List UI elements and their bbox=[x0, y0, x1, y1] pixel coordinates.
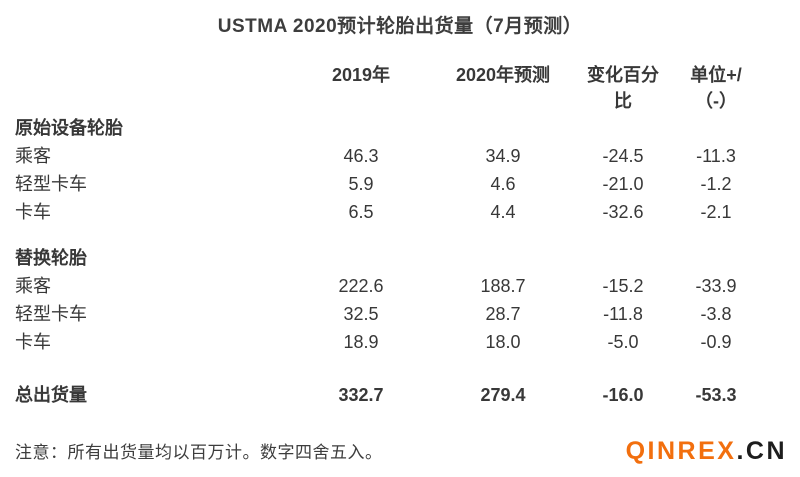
header-empty bbox=[15, 62, 295, 114]
page-title: USTMA 2020预计轮胎出货量（7月预测） bbox=[217, 16, 583, 37]
cell: 188.7 bbox=[480, 276, 526, 296]
row-label: 卡车 bbox=[15, 332, 51, 352]
header-units-change: 单位+/ （-） bbox=[690, 65, 742, 111]
cell: -32.6 bbox=[602, 202, 644, 222]
cell: -24.5 bbox=[602, 146, 644, 166]
table-row: 乘客 46.3 34.9 -24.5 -11.3 bbox=[15, 142, 765, 170]
footnote: 注意：所有出货量均以百万计。数字四舍五入。 bbox=[15, 443, 383, 462]
row-label: 乘客 bbox=[15, 146, 51, 166]
cell: 18.0 bbox=[485, 332, 521, 352]
table-row: 轻型卡车 5.9 4.6 -21.0 -1.2 bbox=[15, 170, 765, 198]
tire-shipments-table: 2019年 2020年预测 变化百分 比 单位+/ （-） 原始设 bbox=[15, 62, 765, 409]
cell: -11.3 bbox=[696, 146, 736, 166]
section-label: 替换轮胎 bbox=[15, 248, 87, 268]
row-label: 乘客 bbox=[15, 276, 51, 296]
spacer-row bbox=[15, 226, 765, 244]
row-label: 轻型卡车 bbox=[15, 304, 87, 324]
cell: 222.6 bbox=[338, 276, 384, 296]
cell: -11.8 bbox=[603, 304, 643, 324]
qinrex-logo: QINREX.CN bbox=[626, 437, 787, 466]
cell: 5.9 bbox=[348, 174, 374, 194]
section-header-replacement: 替换轮胎 bbox=[15, 244, 765, 272]
logo-text-primary: QINREX bbox=[625, 437, 737, 465]
table-row: 卡车 18.9 18.0 -5.0 -0.9 bbox=[15, 328, 765, 356]
total-label: 总出货量 bbox=[15, 385, 87, 405]
cell: 28.7 bbox=[485, 304, 521, 324]
cell: -16.0 bbox=[602, 385, 644, 405]
cell: -1.2 bbox=[700, 174, 732, 194]
cell: 279.4 bbox=[480, 385, 526, 405]
table-row: 乘客 222.6 188.7 -15.2 -33.9 bbox=[15, 272, 765, 300]
header-2019: 2019年 bbox=[331, 65, 391, 85]
cell: 18.9 bbox=[343, 332, 379, 352]
cell: -3.8 bbox=[700, 304, 732, 324]
cell: -53.3 bbox=[695, 385, 737, 405]
total-row: 总出货量 332.7 279.4 -16.0 -53.3 bbox=[15, 381, 765, 409]
cell: -5.0 bbox=[607, 332, 639, 352]
table-row: 轻型卡车 32.5 28.7 -11.8 -3.8 bbox=[15, 300, 765, 328]
logo-text-suffix: .CN bbox=[736, 437, 787, 465]
cell: 332.7 bbox=[338, 385, 384, 405]
section-header-oe: 原始设备轮胎 bbox=[15, 114, 765, 142]
cell: 4.4 bbox=[490, 202, 516, 222]
header-percent-change: 变化百分 比 bbox=[587, 65, 659, 111]
cell: -0.9 bbox=[700, 332, 732, 352]
table-row: 卡车 6.5 4.4 -32.6 -2.1 bbox=[15, 198, 765, 226]
cell: -33.9 bbox=[695, 276, 737, 296]
cell: 6.5 bbox=[348, 202, 374, 222]
cell: 46.3 bbox=[343, 146, 379, 166]
cell: 32.5 bbox=[343, 304, 379, 324]
cell: -21.0 bbox=[602, 174, 644, 194]
row-label: 卡车 bbox=[15, 202, 51, 222]
spacer-row bbox=[15, 356, 765, 381]
header-row: 2019年 2020年预测 变化百分 比 单位+/ （-） bbox=[15, 62, 765, 114]
cell: -2.1 bbox=[700, 202, 732, 222]
cell: -15.2 bbox=[602, 276, 644, 296]
cell: 34.9 bbox=[485, 146, 521, 166]
row-label: 轻型卡车 bbox=[15, 174, 87, 194]
cell: 4.6 bbox=[490, 174, 516, 194]
header-2020-forecast: 2020年预测 bbox=[455, 65, 551, 85]
section-label: 原始设备轮胎 bbox=[15, 118, 123, 138]
